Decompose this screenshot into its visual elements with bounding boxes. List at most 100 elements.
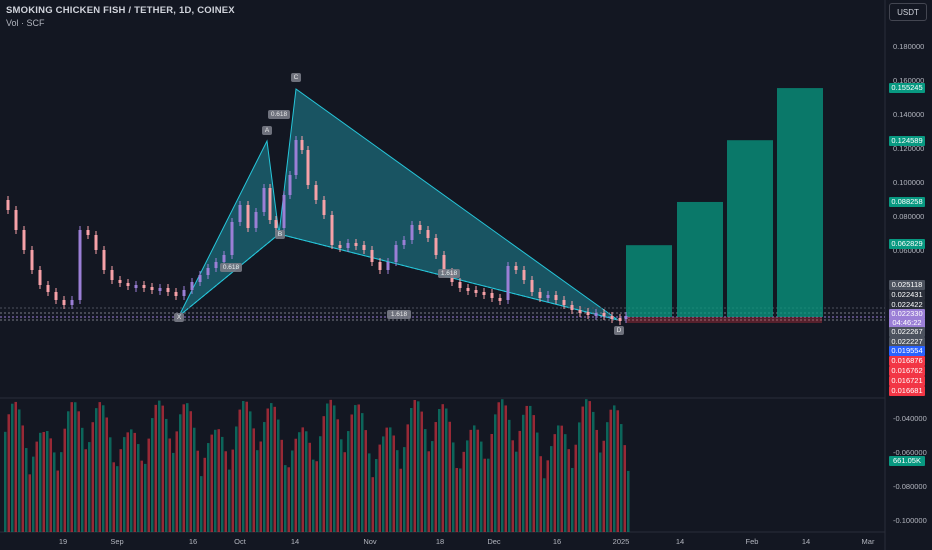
volume-bar bbox=[592, 411, 595, 532]
volume-bar bbox=[354, 405, 357, 532]
candle-body bbox=[578, 310, 582, 313]
pattern-point-x[interactable]: X bbox=[174, 313, 184, 322]
candle-body bbox=[370, 250, 374, 262]
candle-body bbox=[86, 230, 90, 235]
candle-body bbox=[62, 300, 66, 305]
volume-bar bbox=[483, 458, 486, 532]
candle-body bbox=[78, 230, 82, 300]
candle-body bbox=[586, 312, 590, 315]
candle-body bbox=[174, 292, 178, 296]
volume-bar bbox=[42, 431, 45, 532]
pattern-ratio: 0.618 bbox=[268, 110, 290, 119]
volume-bar bbox=[214, 429, 217, 532]
time-tick: Dec bbox=[487, 537, 501, 546]
candle-body bbox=[274, 220, 278, 228]
candle-body bbox=[70, 300, 74, 305]
volume-bar bbox=[154, 404, 157, 532]
candle-body bbox=[458, 282, 462, 288]
candle-body bbox=[206, 268, 210, 275]
price-tick: 0.160000 bbox=[893, 76, 925, 85]
stop-zone bbox=[626, 317, 822, 323]
volume-bar bbox=[578, 422, 581, 532]
volume-bar bbox=[25, 448, 28, 532]
candle-body bbox=[22, 230, 26, 250]
price-tick: 0.120000 bbox=[893, 144, 925, 153]
pattern-point-c[interactable]: C bbox=[291, 73, 301, 82]
stop-label: 0.016762 bbox=[889, 366, 925, 376]
volume-bar bbox=[158, 400, 161, 532]
volume-bar bbox=[284, 465, 287, 532]
volume-bar bbox=[77, 411, 80, 532]
volume-bar bbox=[588, 401, 591, 532]
volume-bar bbox=[39, 432, 42, 532]
volume-bar bbox=[469, 429, 472, 532]
volume-bar bbox=[60, 452, 63, 532]
volume-bar bbox=[420, 411, 423, 532]
candle-body bbox=[150, 287, 154, 290]
candle-body bbox=[190, 282, 194, 290]
candle-body bbox=[562, 300, 566, 305]
candle-body bbox=[102, 250, 106, 270]
symbol-title[interactable]: SMOKING CHICKEN FISH / TETHER, 1D, COINE… bbox=[6, 5, 235, 16]
volume-bar bbox=[448, 421, 451, 532]
time-tick: Sep bbox=[110, 537, 124, 546]
price-label: 0.025118 bbox=[889, 280, 925, 290]
volume-tick: -0.060000 bbox=[893, 448, 927, 457]
volume-bar bbox=[308, 442, 311, 532]
volume-bar bbox=[56, 470, 59, 532]
volume-bar bbox=[322, 416, 325, 532]
pattern-point-d[interactable]: D bbox=[614, 326, 624, 335]
time-tick: Feb bbox=[745, 537, 759, 546]
volume-bar bbox=[273, 406, 276, 532]
candle-body bbox=[300, 140, 304, 150]
volume-bar bbox=[574, 444, 577, 532]
volume-bar bbox=[466, 440, 469, 532]
volume-bar bbox=[550, 446, 553, 532]
pattern-ratio: 1.618 bbox=[438, 269, 460, 278]
time-tick: 14 bbox=[675, 537, 685, 546]
volume-bar bbox=[410, 407, 413, 532]
volume-bar bbox=[182, 404, 185, 532]
volume-bar bbox=[287, 467, 290, 532]
volume-bar bbox=[522, 414, 525, 532]
stop-label: 0.016876 bbox=[889, 356, 925, 366]
candle-body bbox=[294, 140, 298, 175]
volume-bar bbox=[84, 449, 87, 532]
currency-button[interactable]: USDT bbox=[889, 3, 927, 21]
volume-bar bbox=[49, 438, 52, 532]
candle-body bbox=[394, 245, 398, 262]
volume-bar bbox=[266, 408, 269, 532]
volume-bar bbox=[340, 439, 343, 532]
volume-bar bbox=[70, 402, 73, 532]
candle-body bbox=[442, 255, 446, 272]
candle-body bbox=[222, 255, 226, 262]
volume-bar bbox=[294, 438, 297, 532]
volume-bar bbox=[28, 474, 31, 532]
volume-bar bbox=[620, 424, 623, 532]
volume-bar bbox=[312, 459, 315, 532]
volume-bar bbox=[490, 433, 493, 532]
candle-body bbox=[610, 316, 614, 319]
candle-body bbox=[618, 318, 622, 321]
candle-body bbox=[94, 235, 98, 250]
pattern-point-a[interactable]: A bbox=[262, 126, 272, 135]
volume-bar bbox=[238, 409, 241, 532]
volume-bar bbox=[123, 437, 126, 532]
volume-bar bbox=[161, 405, 164, 532]
candle-body bbox=[268, 188, 272, 220]
volume-bar bbox=[196, 450, 199, 532]
volume-bar bbox=[399, 468, 402, 532]
volume-bar bbox=[130, 429, 133, 532]
volume-bar bbox=[217, 429, 220, 532]
pattern-point-b[interactable]: B bbox=[275, 230, 285, 239]
candle-body bbox=[314, 185, 318, 200]
candle-body bbox=[346, 243, 350, 248]
volume-bar bbox=[452, 442, 455, 532]
volume-bar bbox=[102, 405, 105, 532]
time-tick: 18 bbox=[435, 537, 445, 546]
pattern-ratio: 1.618 bbox=[387, 310, 411, 319]
volume-bar bbox=[315, 461, 318, 532]
candle-body bbox=[238, 205, 242, 222]
volume-indicator-label[interactable]: Vol · SCF bbox=[6, 18, 45, 28]
